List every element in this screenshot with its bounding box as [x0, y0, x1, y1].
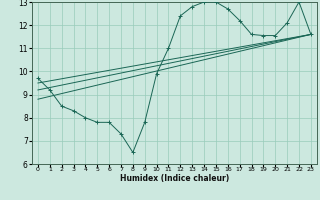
X-axis label: Humidex (Indice chaleur): Humidex (Indice chaleur)	[120, 174, 229, 183]
